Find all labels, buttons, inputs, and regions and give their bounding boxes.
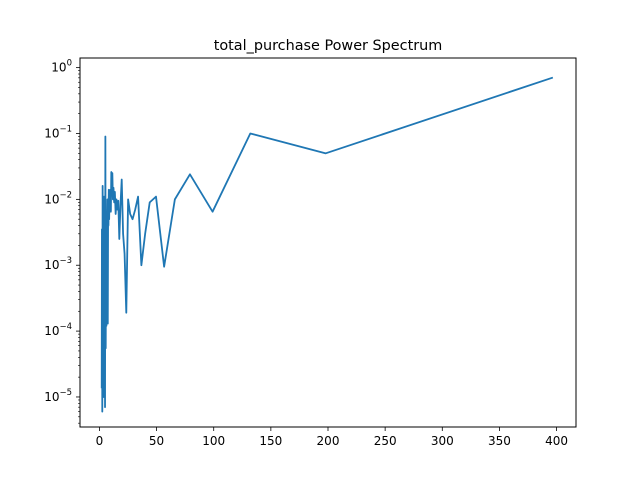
x-tick-label: 200 [317, 434, 340, 448]
axes-frame [79, 57, 577, 428]
x-tick-label: 350 [488, 434, 511, 448]
y-tick-label: 100 [51, 59, 72, 75]
y-tick-label: 10−5 [44, 388, 72, 404]
x-tick-label: 150 [259, 434, 282, 448]
x-tick-label: 50 [149, 434, 164, 448]
x-tick-label: 100 [202, 434, 225, 448]
y-tick-label: 10−3 [44, 256, 72, 272]
plot-area [100, 76, 554, 413]
x-tick-label: 250 [374, 434, 397, 448]
y-tick-label: 10−1 [44, 124, 72, 140]
y-tick-label: 10−2 [44, 190, 72, 206]
x-axis: 0 50 100 150 200 250 300 350 400 [96, 427, 568, 448]
y-axis: 10−5 10−4 10−3 10−2 10−1 100 [44, 59, 80, 424]
chart-title: total_purchase Power Spectrum [214, 38, 443, 54]
x-tick-label: 300 [431, 434, 454, 448]
x-tick-label: 0 [96, 434, 104, 448]
series-line [100, 76, 554, 413]
y-tick-label: 10−4 [44, 322, 72, 338]
x-tick-label: 400 [545, 434, 568, 448]
